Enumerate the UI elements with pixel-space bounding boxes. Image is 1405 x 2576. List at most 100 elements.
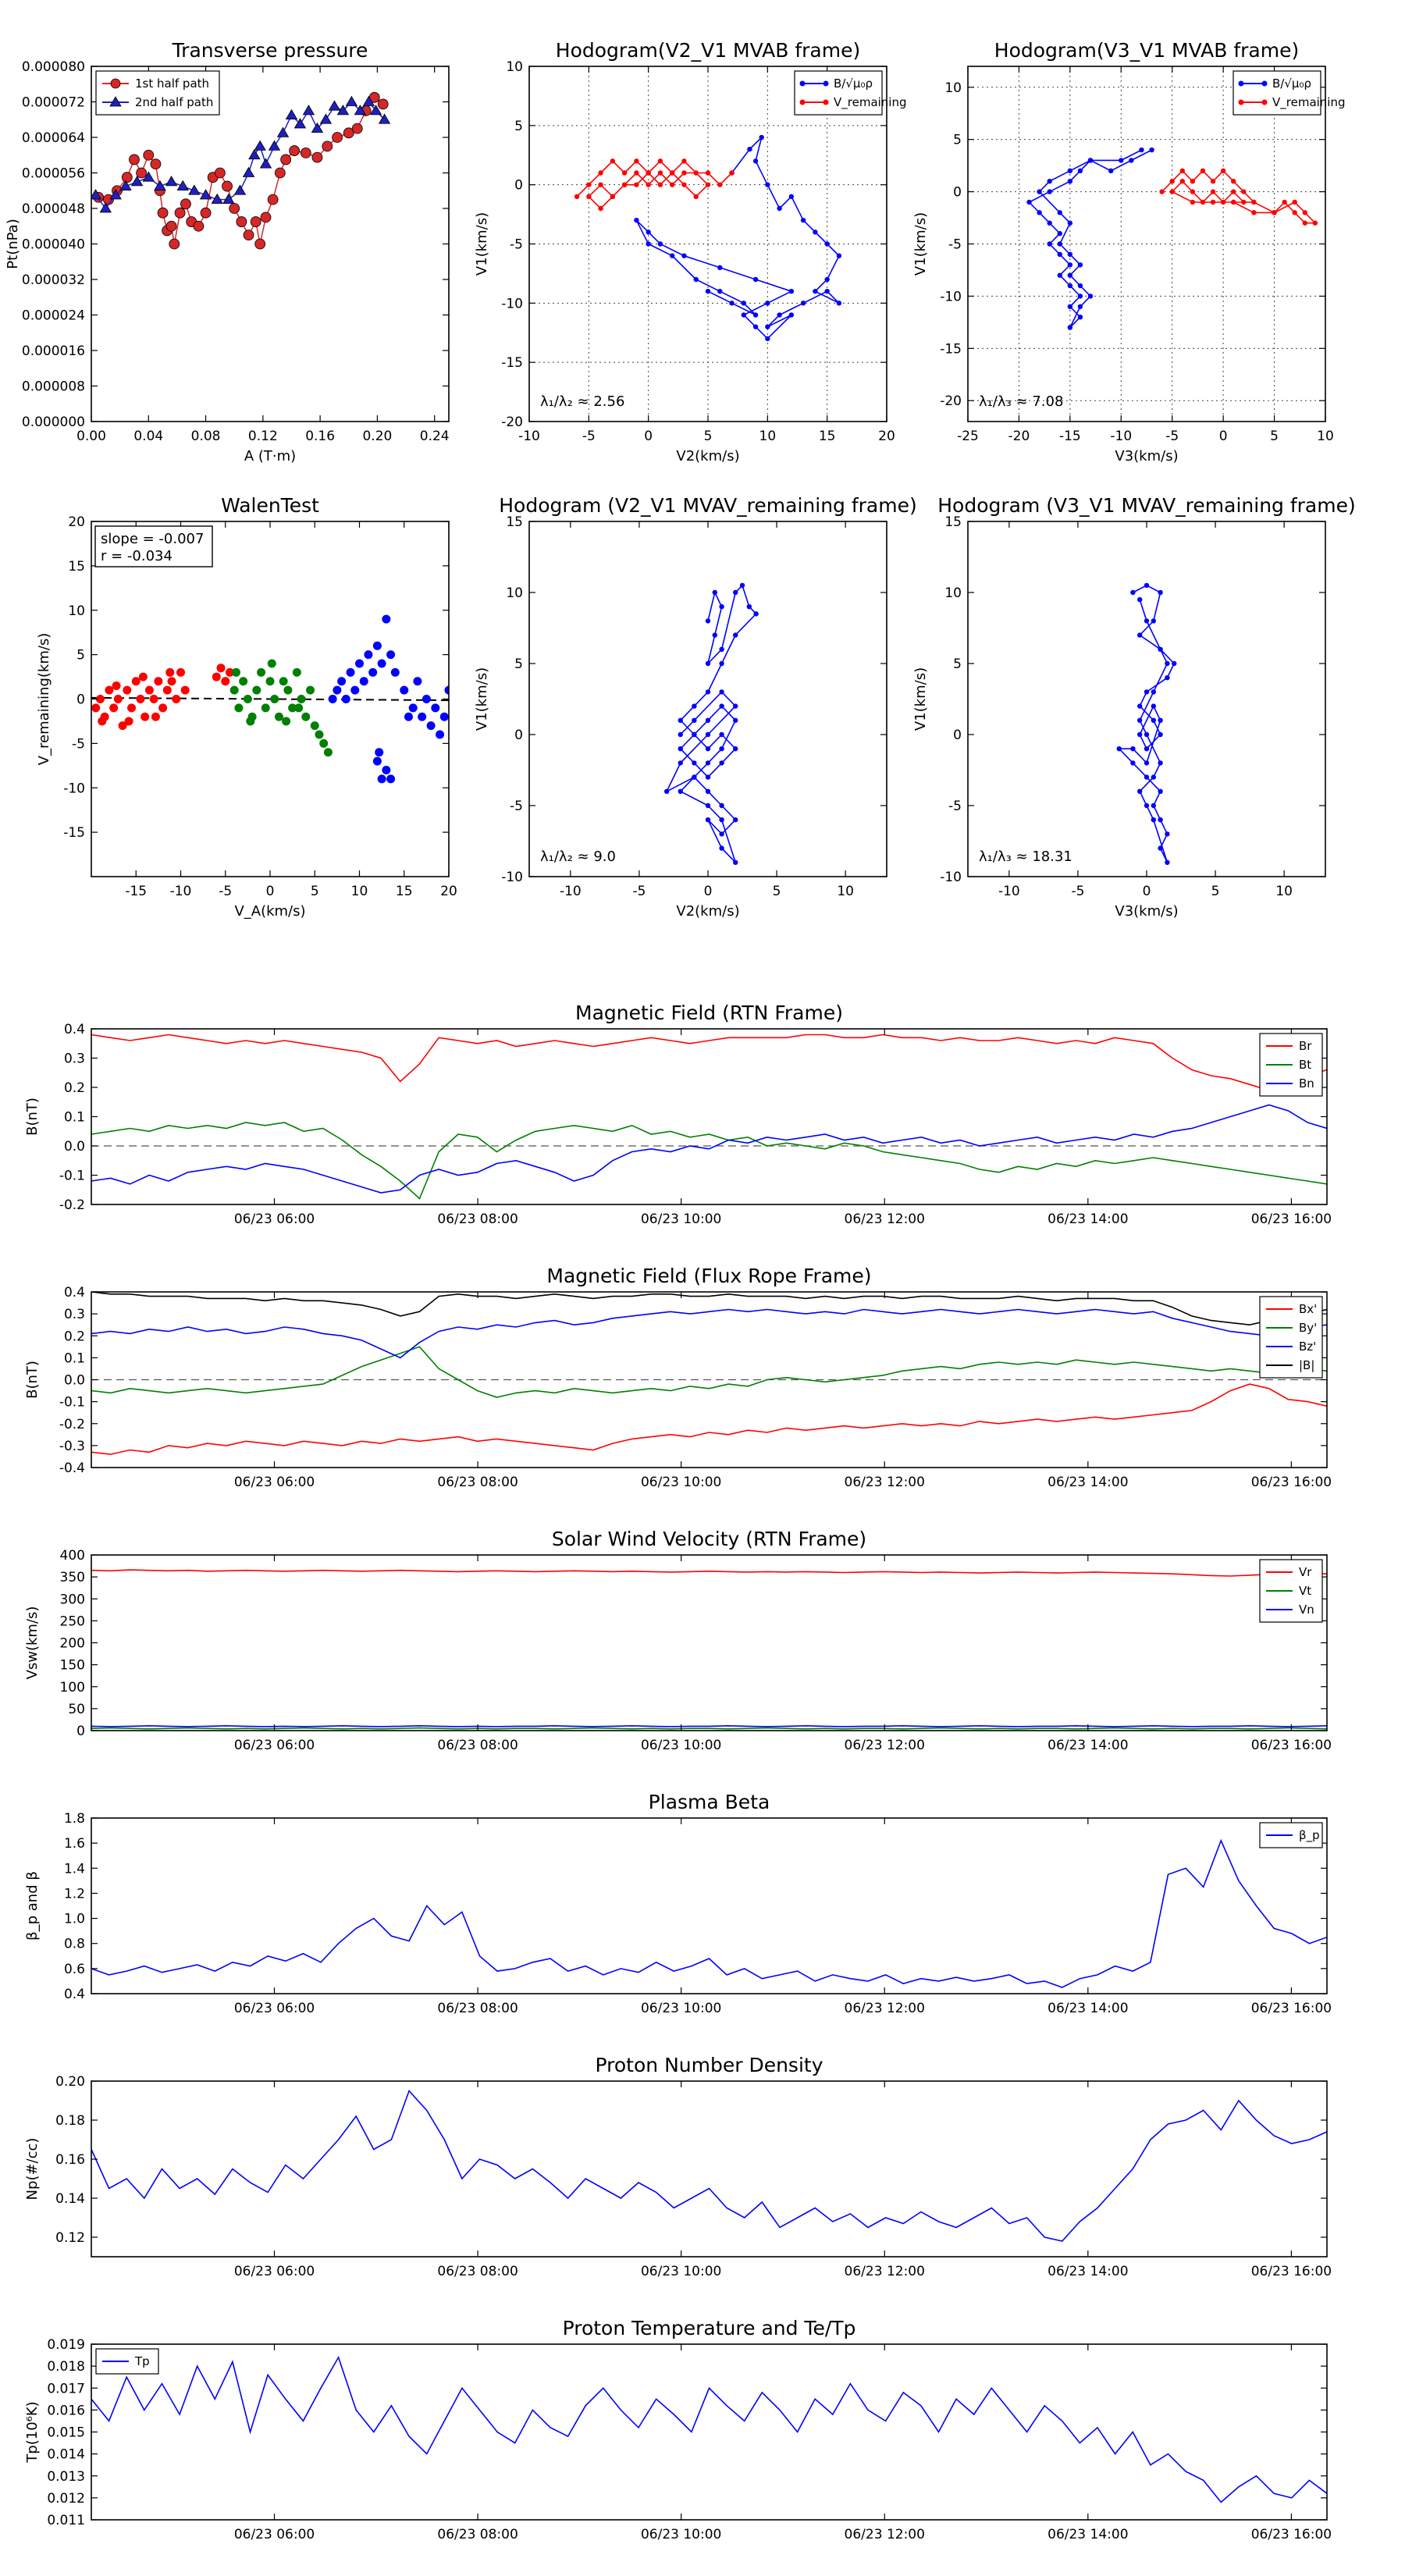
data-point [142, 171, 155, 182]
data-point [1144, 760, 1150, 766]
y-tick-label: 0.2 [64, 1080, 85, 1096]
data-point [404, 712, 413, 721]
y-axis-label: β_p and β [24, 1871, 41, 1941]
data-point [705, 774, 711, 780]
data-point [418, 712, 427, 721]
lambda-ratio-label: λ₁/λ₂ ≈ 2.56 [540, 393, 624, 410]
data-point [332, 132, 343, 143]
y-tick-label: -15 [501, 355, 523, 371]
y-tick-label: 0.4 [64, 1022, 85, 1037]
data-point [154, 677, 163, 686]
y-tick-label: 0.000072 [22, 95, 85, 111]
data-point [598, 205, 603, 212]
y-tick-label: 0.012 [47, 2491, 85, 2507]
x-tick-label: 0 [704, 884, 713, 899]
data-point [1220, 168, 1226, 174]
y-tick-label: 0 [76, 1724, 85, 1739]
y-tick-label: 0.013 [47, 2469, 85, 2485]
ticks: 06/23 06:00 06/23 08:00 06/23 10:00 06/23 1… [64, 1811, 1332, 2016]
y-tick-label: 15 [944, 514, 962, 530]
data-point [212, 672, 221, 681]
data-point [236, 216, 247, 227]
data-point [322, 141, 333, 152]
data-point [1272, 210, 1277, 215]
y-tick-label: -10 [501, 296, 523, 311]
data-point [692, 774, 697, 780]
x-tick-label: 06/23 06:00 [234, 2001, 315, 2016]
data-point [359, 677, 368, 686]
data-point [813, 229, 818, 235]
data-point [252, 685, 261, 695]
y-tick-label: 0.1 [64, 1350, 85, 1366]
data-point [118, 721, 127, 731]
data-point [1144, 774, 1150, 780]
data-point [343, 127, 354, 139]
data-point [193, 220, 205, 232]
axes-frame [91, 1028, 1328, 1205]
data-point [719, 845, 724, 851]
data-point [99, 202, 112, 213]
data-point [705, 170, 711, 176]
data-point [362, 95, 375, 106]
y-tick-label: 0.3 [64, 1051, 85, 1067]
data-point [1144, 618, 1150, 624]
data-point [1158, 717, 1163, 723]
data-point [692, 731, 697, 738]
x-axis-label: V2(km/s) [676, 903, 739, 920]
plot-area [91, 2355, 1327, 2503]
data-point [188, 184, 201, 195]
y-tick-label: 0.14 [55, 2191, 85, 2207]
data-point [109, 189, 122, 200]
data-point [315, 730, 324, 739]
x-tick-label: 06/23 12:00 [845, 1475, 925, 1490]
x-tick-label: 06/23 14:00 [1048, 2001, 1128, 2016]
data-point [705, 817, 711, 823]
y-tick-label: -0.3 [59, 1439, 85, 1454]
y-tick-label: 50 [68, 1702, 85, 1717]
y-tick-label: 1.0 [64, 1912, 85, 1927]
data-point [1292, 199, 1297, 205]
data-point [753, 611, 759, 617]
data-point [1077, 168, 1083, 174]
y-tick-label: -20 [940, 393, 962, 409]
x-tick-label: 06/23 06:00 [234, 1475, 315, 1490]
data-point [693, 170, 699, 176]
data-point [239, 677, 248, 686]
y-axis-label: B(nT) [24, 1361, 41, 1399]
data-point [586, 182, 592, 187]
data-point [739, 582, 745, 589]
y-axis-label: V1(km/s) [912, 212, 929, 276]
x-tick-label: -15 [1059, 429, 1081, 444]
data-point [267, 194, 279, 205]
data-point [292, 667, 301, 677]
x-tick-label: 06/23 06:00 [234, 2264, 315, 2279]
data-point [1136, 632, 1143, 638]
data-point [151, 712, 160, 721]
legend-marker [1261, 80, 1268, 87]
y-tick-label: 1.2 [64, 1886, 85, 1902]
data-point [319, 738, 329, 748]
data-point [250, 216, 261, 227]
y-tick-label: 0 [953, 728, 962, 743]
data-point [1077, 262, 1083, 268]
data-point [1158, 589, 1163, 596]
data-point [306, 685, 315, 695]
x-tick-label: 06/23 06:00 [234, 1212, 315, 1227]
data-point [105, 685, 114, 695]
fit-line [91, 696, 449, 702]
data-point [176, 667, 185, 677]
data-point [634, 182, 639, 187]
chart-title: Hodogram (V2_V1 MVAV_remaining frame) [499, 494, 917, 517]
data-point [657, 170, 663, 176]
data-point [123, 685, 132, 695]
data-point [1136, 731, 1143, 738]
chart-title: Plasma Beta [649, 1791, 770, 1813]
data-point [350, 685, 360, 695]
x-tick-label: 20 [440, 884, 457, 899]
data-point [1057, 241, 1062, 247]
data-point [824, 276, 830, 283]
data-point [670, 253, 675, 258]
data-point [301, 712, 311, 721]
data-point [351, 123, 363, 134]
data-point [1144, 582, 1150, 589]
